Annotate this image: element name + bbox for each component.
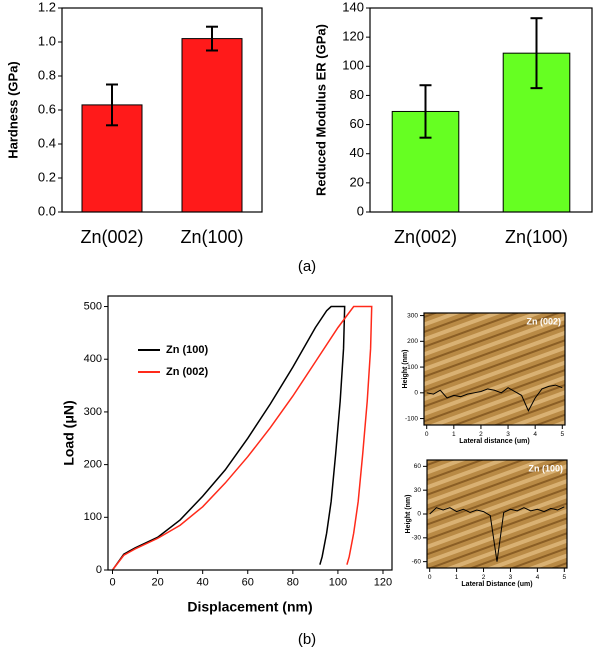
x-axis-label: Lateral Distance (um) [461,581,532,588]
x-tick-label: 0 [425,431,429,438]
x-tick-label: 1 [452,431,456,438]
series-line [111,305,346,571]
y-tick-label: 120 [342,29,364,44]
y-axis-label: Reduced Modulus ER (GPa) [313,24,328,196]
x-tick-label: Zn(100) [505,227,568,247]
y-tick-label: 140 [342,0,364,14]
y-tick-label: 0.4 [38,135,56,150]
y-tick-label: 0 [357,203,364,218]
image-title: Zn (002) [526,316,561,326]
x-tick-label: 20 [151,577,163,589]
x-tick-label: 3 [506,431,510,438]
x-tick-label: 40 [197,577,209,589]
x-tick-label: 4 [533,431,537,438]
image-title: Zn (100) [528,463,563,473]
afm-image [424,313,565,425]
y-tick-label: 60 [414,463,422,470]
y-tick-label: 0.0 [38,203,56,218]
y-tick-label: 0.8 [38,67,56,82]
plot-frame [423,312,566,426]
x-tick-label: 2 [479,431,483,438]
x-tick-label: 80 [287,577,299,589]
y-tick-label: 30 [414,487,422,494]
y-tick-label: 200 [84,459,102,471]
y-axis-label: Load (μN) [61,400,77,465]
x-axis-label: Lateral distance (um) [459,438,529,445]
x-tick-label: 100 [329,577,347,589]
plot-frame [369,7,593,213]
x-tick-label: Zn(002) [394,227,457,247]
series-line [111,305,373,571]
y-tick-label: 40 [350,145,364,160]
x-tick-label: 3 [509,574,513,581]
bar [181,38,243,213]
y-tick-label: -30 [412,535,422,542]
y-axis-label: Hardness (GPa) [5,61,20,159]
caption: (a) [298,258,316,275]
y-axis-label: Height (nm) [402,350,409,389]
x-tick-label: 5 [560,431,564,438]
afm-image [427,460,567,568]
y-axis-label: Height (nm) [405,495,412,534]
y-tick-label: 0.2 [38,169,56,184]
y-tick-label: 200 [407,338,418,345]
plot-frame [426,459,568,569]
caption: (b) [298,631,316,648]
y-tick-label: 100 [342,58,364,73]
y-tick-label: -100 [405,415,418,422]
x-tick-label: 0 [109,577,115,589]
plot-frame [107,295,393,571]
y-tick-label: -60 [412,558,422,565]
x-axis-label: Displacement (nm) [187,599,312,615]
y-tick-label: 100 [407,364,418,371]
y-tick-label: 1.0 [38,33,56,48]
legend-label: Zn (100) [166,344,209,356]
y-tick-label: 0 [96,564,102,576]
x-tick-label: 5 [562,574,566,581]
y-tick-label: 400 [84,353,102,365]
plot-frame [61,7,263,213]
y-tick-label: 80 [350,87,364,102]
series-line [426,384,563,412]
y-tick-label: 500 [84,300,102,312]
y-tick-label: 1.2 [38,0,56,14]
y-tick-label: 300 [84,406,102,418]
y-tick-label: 0.6 [38,101,56,116]
y-tick-label: 0 [414,390,418,397]
y-tick-label: 0 [417,511,421,518]
y-tick-label: 20 [350,174,364,189]
y-tick-label: 100 [84,511,102,523]
y-tick-label: 300 [407,312,418,319]
x-tick-label: 60 [242,577,254,589]
y-tick-label: 60 [350,116,364,131]
x-tick-label: Zn(100) [180,227,243,247]
x-tick-label: 120 [374,577,392,589]
x-tick-label: 1 [455,574,459,581]
x-tick-label: 4 [536,574,540,581]
legend-label: Zn (002) [166,366,209,378]
x-tick-label: Zn(002) [80,227,143,247]
x-tick-label: 0 [428,574,432,581]
x-tick-label: 2 [482,574,486,581]
series-line [429,506,565,562]
